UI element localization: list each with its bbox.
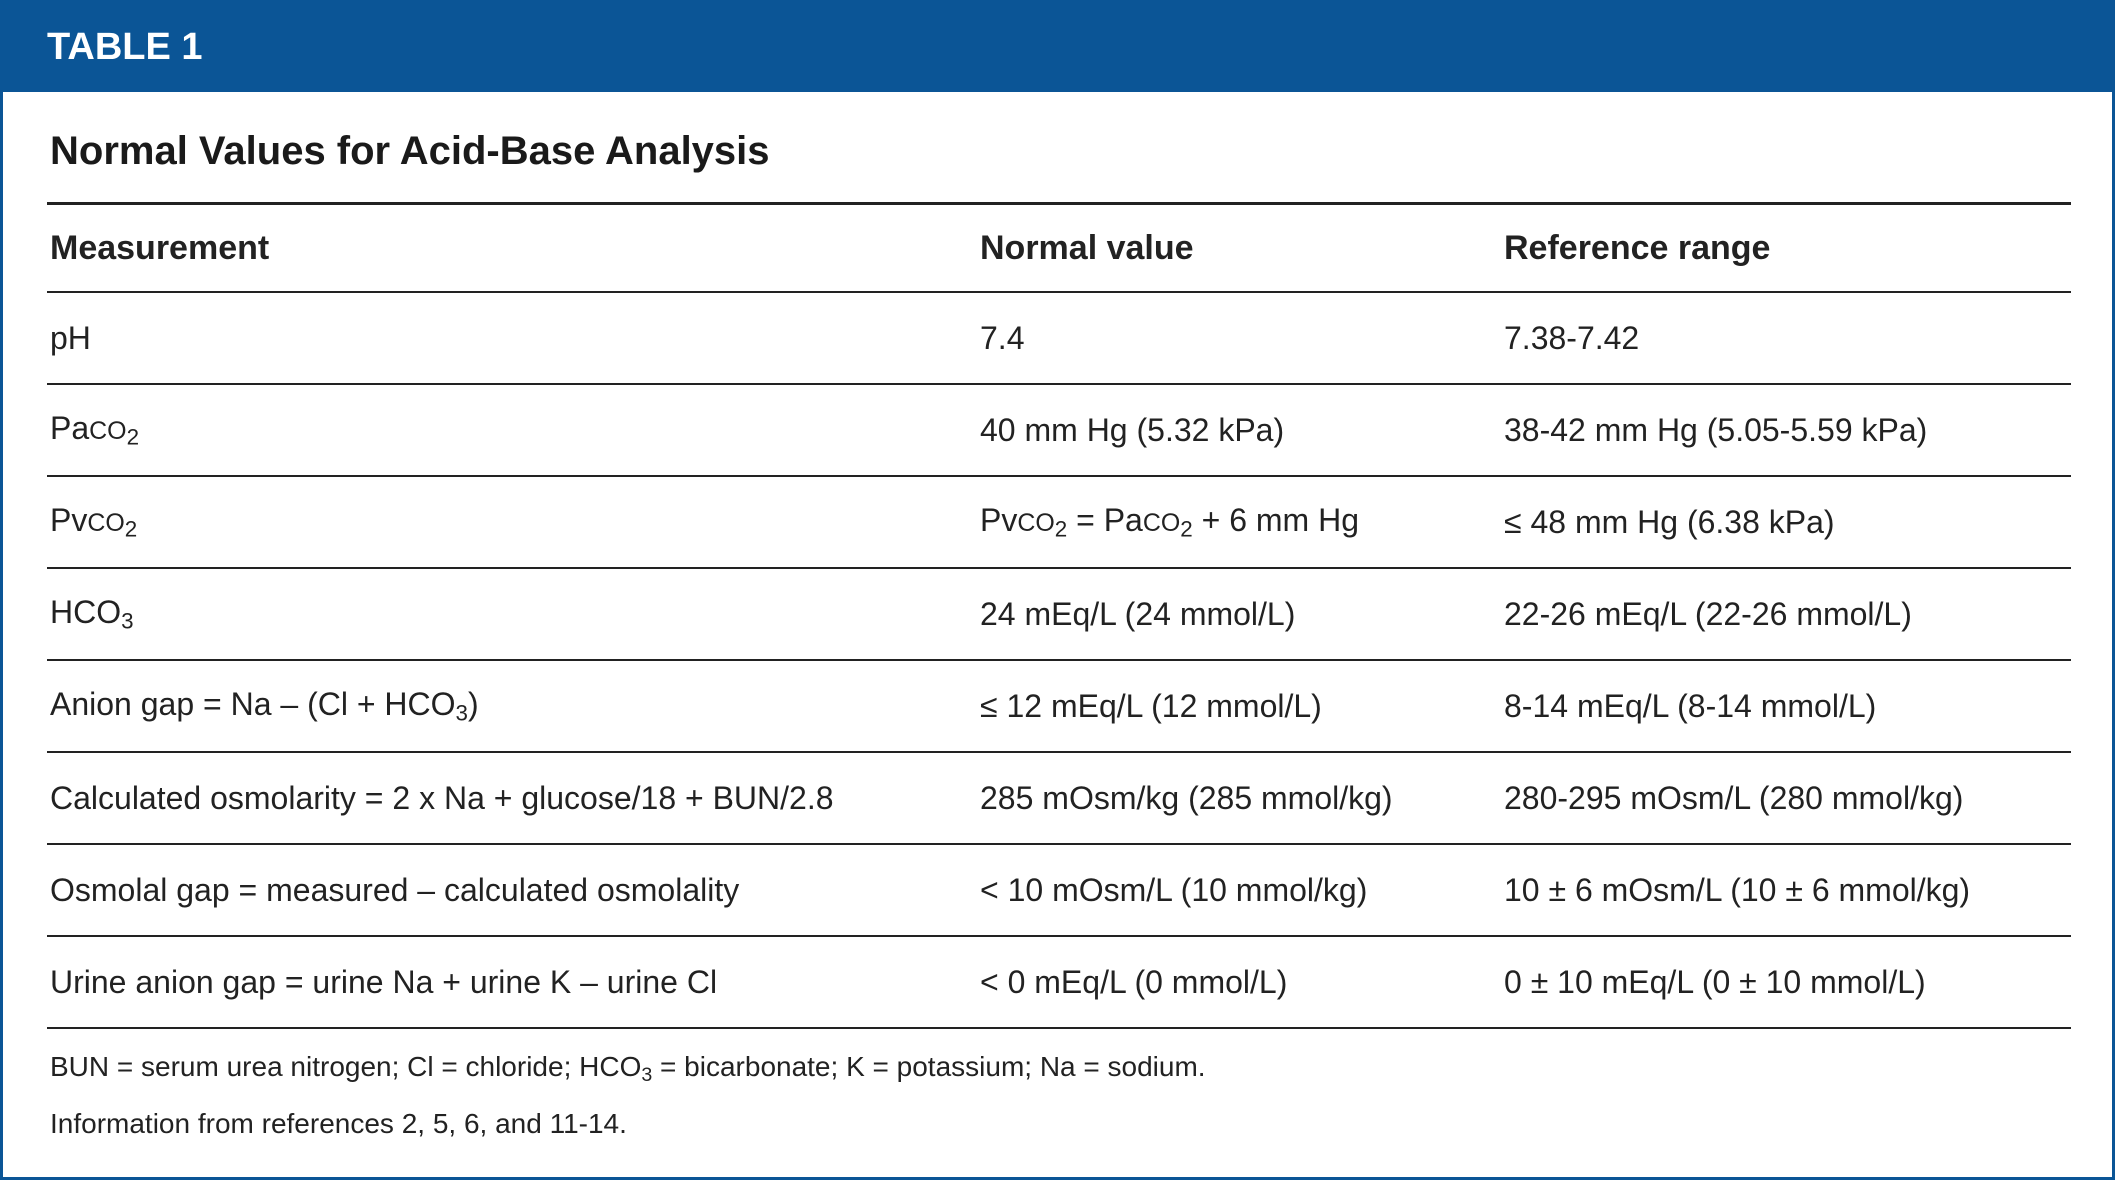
subscript: 3 (641, 1063, 653, 1086)
text: 7.38-7.42 (1504, 319, 1640, 356)
subscript: 2 (124, 516, 138, 542)
small-caps: CO (89, 416, 127, 445)
column-header: Measurement (47, 229, 980, 268)
text: 285 mOsm/kg (285 mmol/kg) (980, 779, 1393, 816)
table-title: Normal Values for Acid-Base Analysis (50, 129, 770, 173)
table-row: Calculated osmolarity = 2 x Na + glucose… (47, 753, 2071, 845)
table-row: pH 7.4 7.38-7.42 (47, 293, 2071, 385)
text: Anion gap = Na – (Cl + HCO (50, 685, 456, 722)
text: Reference range (1504, 228, 1771, 267)
subscript: 2 (1180, 516, 1193, 542)
table-row: Anion gap = Na – (Cl + HCO3) ≤ 12 mEq/L (… (47, 661, 2071, 753)
table-cell: Urine anion gap = urine Na + urine K – u… (47, 964, 980, 1001)
table-cell: < 0 mEq/L (0 mmol/L) (980, 964, 1504, 1001)
table-row: Osmolal gap = measured – calculated osmo… (47, 845, 2071, 937)
table-cell: HCO3 (47, 594, 980, 635)
table-row: PaCO2 40 mm Hg (5.32 kPa) 38-42 mm Hg (5.0… (47, 385, 2071, 477)
table-row: Urine anion gap = urine Na + urine K – u… (47, 937, 2071, 1029)
text: = bicarbonate; K = potassium; Na = sodiu… (652, 1051, 1206, 1082)
text: 280-295 mOsm/L (280 mmol/kg) (1504, 779, 1964, 816)
text: Pa (50, 409, 90, 446)
column-header: Reference range (1504, 229, 2071, 268)
footnotes: BUN = serum urea nitrogen; Cl = chloride… (50, 1045, 1206, 1159)
table-cell: ≤ 12 mEq/L (12 mmol/L) (980, 688, 1504, 725)
table-cell: < 10 mOsm/L (10 mmol/kg) (980, 872, 1504, 909)
small-caps: CO (1017, 508, 1055, 537)
table-cell: 22-26 mEq/L (22-26 mmol/L) (1504, 596, 2071, 633)
small-caps: CO (87, 508, 125, 537)
footnote: BUN = serum urea nitrogen; Cl = chloride… (50, 1045, 1206, 1102)
subscript: 3 (455, 700, 468, 726)
text: BUN = serum urea nitrogen; Cl = chloride… (50, 1051, 642, 1082)
table-cell: 0 ± 10 mEq/L (0 ± 10 mmol/L) (1504, 964, 2071, 1001)
table-cell: Calculated osmolarity = 2 x Na + glucose… (47, 780, 980, 817)
text: < 10 mOsm/L (10 mmol/kg) (980, 871, 1368, 908)
table-row: PvCO2 PvCO2 = PaCO2 + 6 mm Hg ≤ 48 mm Hg (… (47, 477, 2071, 569)
text: ≤ 12 mEq/L (12 mmol/L) (980, 687, 1322, 724)
text: Osmolal gap = measured – calculated osmo… (50, 871, 740, 908)
text: 24 mEq/L (24 mmol/L) (980, 595, 1296, 632)
text: 8-14 mEq/L (8-14 mmol/L) (1504, 687, 1877, 724)
text: Calculated osmolarity = 2 x Na + glucose… (50, 779, 834, 816)
subscript: 2 (126, 424, 140, 450)
subscript: 2 (1054, 516, 1068, 542)
table-cell: Osmolal gap = measured – calculated osmo… (47, 872, 980, 909)
table-cell: 10 ± 6 mOsm/L (10 ± 6 mmol/kg) (1504, 872, 2071, 909)
table-cell: 38-42 mm Hg (5.05-5.59 kPa) (1504, 412, 2071, 449)
text: Urine anion gap = urine Na + urine K – u… (50, 963, 718, 1000)
table-cell: 285 mOsm/kg (285 mmol/kg) (980, 780, 1504, 817)
text: pH (50, 319, 91, 356)
text: 0 ± 10 mEq/L (0 ± 10 mmol/L) (1504, 963, 1926, 1000)
table-cell: PvCO2 = PaCO2 + 6 mm Hg (980, 502, 1504, 543)
text: < 0 mEq/L (0 mmol/L) (980, 963, 1288, 1000)
table-row: HCO3 24 mEq/L (24 mmol/L) 22-26 mEq/L (22-… (47, 569, 2071, 661)
table-cell: 40 mm Hg (5.32 kPa) (980, 412, 1504, 449)
table-cell: PaCO2 (47, 410, 980, 451)
text: 40 mm Hg (5.32 kPa) (980, 411, 1285, 448)
table-cell: 7.4 (980, 320, 1504, 357)
text: HCO (50, 593, 122, 630)
text: ≤ 48 mm Hg (6.38 kPa) (1504, 503, 1835, 540)
text: Normal value (980, 228, 1194, 267)
subscript: 3 (121, 608, 134, 634)
table-label: TABLE 1 (3, 3, 2112, 92)
table: Measurement Normal value Reference range pH… (47, 202, 2071, 1029)
small-caps: CO (1142, 508, 1181, 537)
column-header: Normal value (980, 229, 1504, 268)
table-cell: ≤ 48 mm Hg (6.38 kPa) (1504, 504, 2071, 541)
text: Measurement (50, 228, 270, 267)
table-cell: Anion gap = Na – (Cl + HCO3) (47, 686, 980, 727)
text: Pv (980, 501, 1018, 538)
text: 10 ± 6 mOsm/L (10 ± 6 mmol/kg) (1504, 871, 1971, 908)
text: + 6 mm Hg (1192, 501, 1359, 538)
table-cell: 24 mEq/L (24 mmol/L) (980, 596, 1504, 633)
text: ) (467, 685, 479, 722)
table-cell: PvCO2 (47, 502, 980, 543)
table-cell: 280-295 mOsm/L (280 mmol/kg) (1504, 780, 2071, 817)
text: 38-42 mm Hg (5.05-5.59 kPa) (1504, 411, 1928, 448)
table-cell: pH (47, 320, 980, 357)
text: 7.4 (980, 319, 1025, 356)
text: 22-26 mEq/L (22-26 mmol/L) (1504, 595, 1912, 632)
footnote: Information from references 2, 5, 6, and… (50, 1102, 1206, 1159)
text: Information from references 2, 5, 6, and… (50, 1108, 627, 1139)
table-cell: 7.38-7.42 (1504, 320, 2071, 357)
table-cell: 8-14 mEq/L (8-14 mmol/L) (1504, 688, 2071, 725)
header-row: Measurement Normal value Reference range (47, 205, 2071, 293)
text: Pv (50, 501, 88, 538)
text: = Pa (1067, 501, 1143, 538)
